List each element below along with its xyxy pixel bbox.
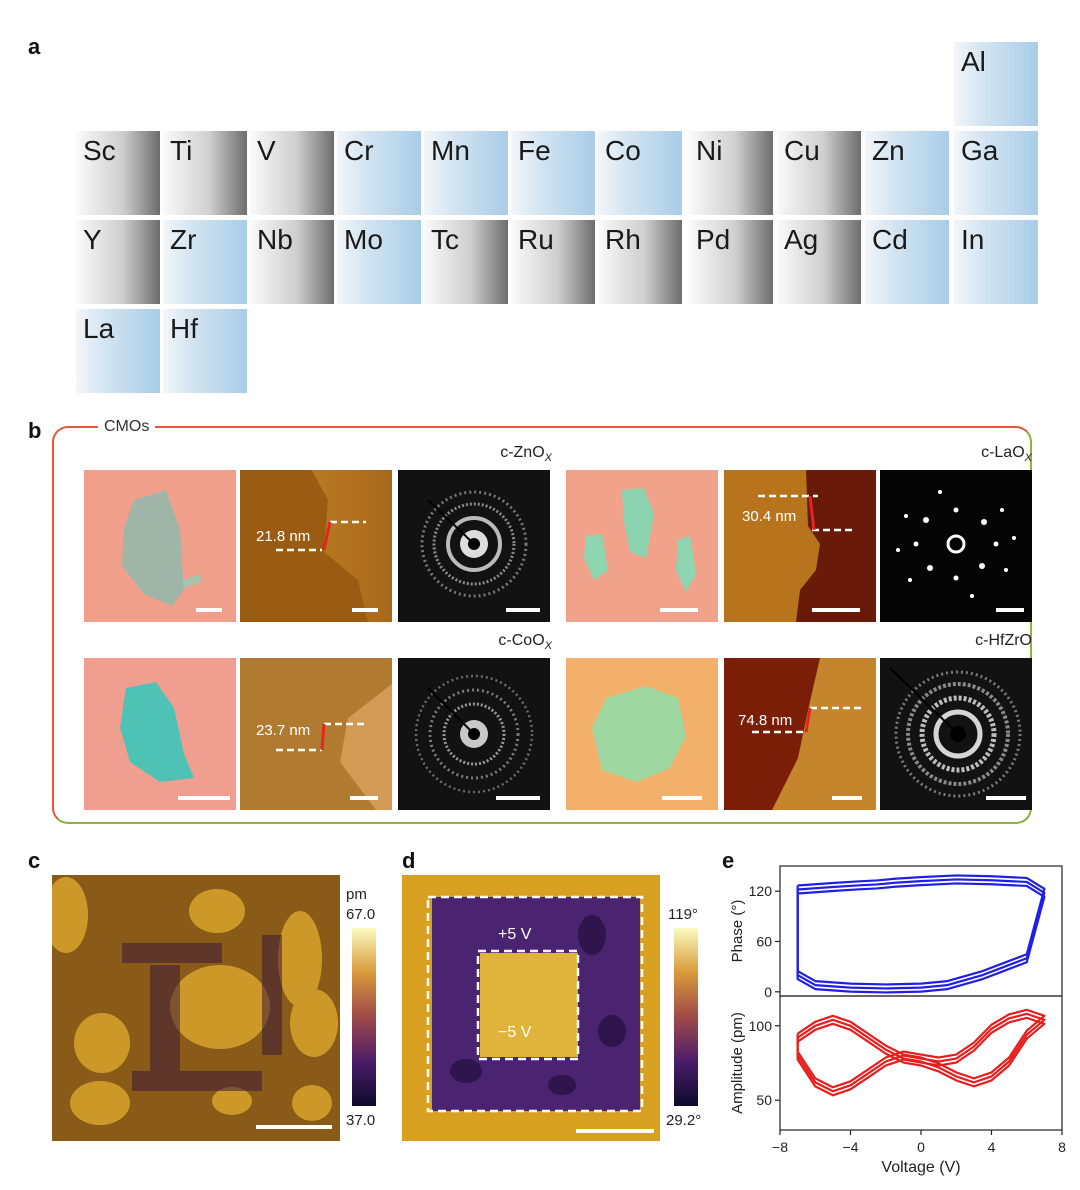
phase-ylabel: Phase (°) xyxy=(729,900,746,963)
voltage-xlabel: Voltage (V) xyxy=(881,1159,960,1176)
x-tick-label: 8 xyxy=(1058,1139,1066,1155)
y-tick-label: 0 xyxy=(764,984,772,1000)
x-tick-label: 0 xyxy=(917,1139,925,1155)
material-label-coo: c-CoOX xyxy=(498,632,552,653)
element-cell: Pd xyxy=(689,220,773,304)
afm-image-zno xyxy=(240,470,392,622)
amplitude-ylabel: Amplitude (pm) xyxy=(729,1012,746,1114)
colorbar-max-d: 119° xyxy=(668,906,698,923)
loop-line xyxy=(796,1016,1046,1097)
element-cell: In xyxy=(954,220,1038,304)
phase-map-outer-label: +5 V xyxy=(498,926,532,943)
optical-image-zno xyxy=(84,470,236,622)
y-tick-label: 120 xyxy=(749,883,773,899)
element-cell: Cr xyxy=(337,131,421,215)
colorbar-unit-c: pm xyxy=(346,886,367,903)
panel-label-d: d xyxy=(402,848,416,873)
afm-image-lao xyxy=(724,470,876,622)
cmos-label: CMOs xyxy=(98,418,156,436)
optical-image-hfzro xyxy=(566,658,718,810)
element-cell: Nb xyxy=(250,220,334,304)
colorbar-d xyxy=(674,928,698,1106)
diffraction-image-hfzro xyxy=(880,658,1032,810)
element-cell: Cd xyxy=(865,220,949,304)
optical-image-lao xyxy=(566,470,718,622)
panel-label-b: b xyxy=(28,418,42,443)
loop-line xyxy=(796,1012,1046,1093)
y-tick-label: 50 xyxy=(756,1092,772,1108)
material-label-hfzro: c-HfZrO xyxy=(975,632,1032,649)
element-cell: Mo xyxy=(337,220,421,304)
cmos-frame xyxy=(52,426,1032,824)
thickness-label-hfzro: 74.8 nm xyxy=(738,712,793,729)
element-cell: Ag xyxy=(777,220,861,304)
element-cell: La xyxy=(76,309,160,393)
colorbar-max-c: 67.0 xyxy=(346,906,376,923)
x-tick-label: −4 xyxy=(843,1139,859,1155)
element-cell: Ru xyxy=(511,220,595,304)
loop-line xyxy=(796,1008,1046,1089)
phase-map-inner-label: −5 V xyxy=(498,1024,532,1041)
panel-label-c: c xyxy=(28,848,41,873)
element-cell: Ga xyxy=(954,131,1038,215)
y-tick-label: 60 xyxy=(756,933,772,949)
element-cell: Cu xyxy=(777,131,861,215)
diffraction-image-zno xyxy=(398,470,550,622)
afm-image-hfzro xyxy=(724,658,876,810)
loop-line xyxy=(796,882,1046,994)
element-cell: Y xyxy=(76,220,160,304)
y-tick-label: 100 xyxy=(749,1018,773,1034)
element-cell: Mn xyxy=(424,131,508,215)
element-cell: Fe xyxy=(511,131,595,215)
pfm-amplitude-map xyxy=(52,875,340,1141)
diffraction-image-lao xyxy=(880,470,1032,622)
diffraction-image-coo xyxy=(398,658,550,810)
x-tick-label: 4 xyxy=(988,1139,996,1155)
material-label-lao: c-LaOX xyxy=(981,444,1032,465)
x-tick-label: −8 xyxy=(772,1139,788,1155)
element-cell: Ti xyxy=(163,131,247,215)
element-cell: Zn xyxy=(865,131,949,215)
loop-line xyxy=(796,878,1046,990)
thickness-label-coo: 23.7 nm xyxy=(256,722,311,739)
colorbar-c xyxy=(352,928,376,1106)
element-cell: Tc xyxy=(424,220,508,304)
element-cell: Ni xyxy=(689,131,773,215)
hysteresis-chart: −8 −4 0 4 8 0 60 120 50 100 Phase (°) Amplitude (… xyxy=(729,865,1066,1176)
colorbar-min-c: 37.0 xyxy=(346,1112,376,1129)
thickness-label-lao: 30.4 nm xyxy=(742,508,797,525)
colorbar-min-d: 29.2° xyxy=(666,1112,702,1129)
element-cell: Al xyxy=(954,42,1038,126)
pfm-phase-map: +5 V −5 V xyxy=(402,875,660,1141)
element-cell: V xyxy=(250,131,334,215)
element-cell: Co xyxy=(598,131,682,215)
thickness-label-zno: 21.8 nm xyxy=(256,528,311,545)
element-cell: Hf xyxy=(163,309,247,393)
afm-image-coo xyxy=(240,658,392,810)
element-cell: Sc xyxy=(76,131,160,215)
panel-label-e: e xyxy=(722,848,735,873)
optical-image-coo xyxy=(84,658,236,810)
element-cell: Zr xyxy=(163,220,247,304)
material-label-zno: c-ZnOX xyxy=(500,444,552,465)
element-cell: Rh xyxy=(598,220,682,304)
panel-label-a: a xyxy=(28,34,41,59)
